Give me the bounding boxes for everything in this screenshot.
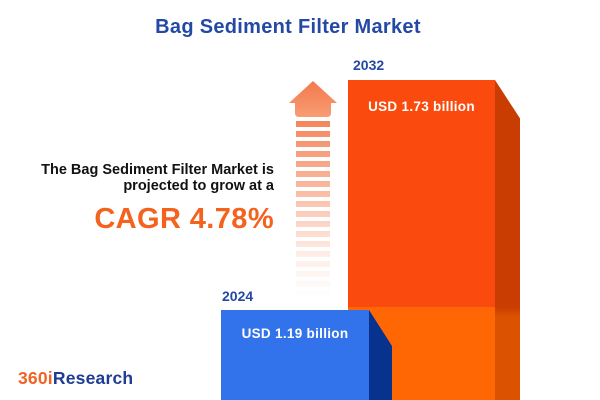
brand-logo-prefix: 360i <box>18 368 53 388</box>
bar-2024 <box>221 310 369 400</box>
brand-logo-suffix: Research <box>52 368 134 388</box>
bar-2024-value-label: USD 1.19 billion <box>241 326 349 341</box>
description-line-2: projected to grow at a <box>123 177 274 194</box>
bar-2032-side-face <box>495 80 520 400</box>
bar-2032-value-label: USD 1.73 billion <box>368 99 475 114</box>
cagr-value: CAGR 4.78% <box>94 203 274 235</box>
growth-arrow-icon <box>289 81 337 117</box>
description-line-1: The Bag Sediment Filter Market is <box>41 162 274 178</box>
brand-logo: 360iResearch <box>18 368 133 389</box>
growth-arrow-stripes-icon <box>296 121 330 299</box>
page-title: Bag Sediment Filter Market <box>155 16 421 38</box>
bar-2032-year-label: 2032 <box>353 57 385 73</box>
description-block: The Bag Sediment Filter Market is projec… <box>20 162 274 236</box>
bar-2024-year-label: 2024 <box>222 288 254 304</box>
